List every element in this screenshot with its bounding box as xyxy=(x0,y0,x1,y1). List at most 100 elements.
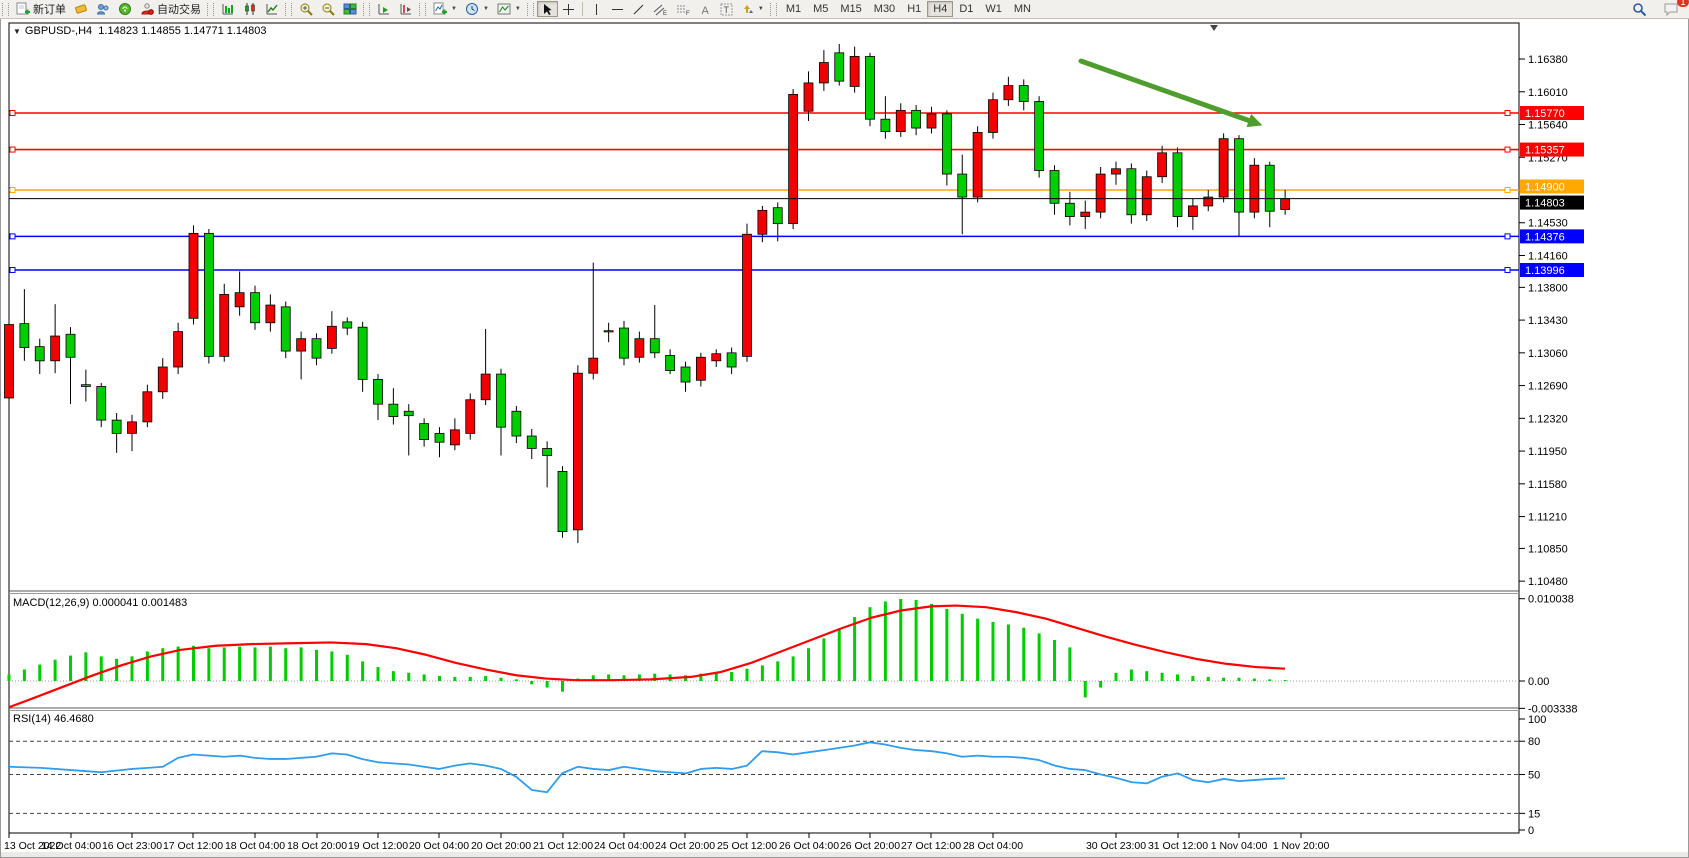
toolbar-grip[interactable] xyxy=(285,2,292,16)
templates-button[interactable]: ▼ xyxy=(493,1,525,17)
candle-body xyxy=(1126,168,1137,216)
zoom-in-button[interactable] xyxy=(295,1,317,17)
line-handle[interactable] xyxy=(9,187,16,193)
candle-body xyxy=(219,294,230,357)
trend-arrow[interactable] xyxy=(1078,58,1263,128)
line-handle[interactable] xyxy=(9,267,16,274)
arrows-button[interactable]: ▼ xyxy=(737,1,768,17)
rsi-line xyxy=(8,741,1286,794)
line-handle[interactable] xyxy=(1504,146,1511,153)
line-handle[interactable] xyxy=(1504,110,1511,117)
timeframe-button-h4[interactable]: H4 xyxy=(927,1,954,17)
candle-body xyxy=(788,94,799,225)
chart-shift-marker[interactable] xyxy=(1210,25,1218,31)
candle-body xyxy=(357,326,368,380)
timeframe-button-h1[interactable]: H1 xyxy=(901,1,927,17)
text-button[interactable]: A xyxy=(695,1,716,17)
price-axis[interactable]: 1.163801.160101.156401.152701.145301.141… xyxy=(1519,54,1584,837)
candle-body xyxy=(1234,138,1244,213)
line-handle[interactable] xyxy=(9,233,16,240)
vertical-line-button[interactable] xyxy=(586,1,607,17)
axis-tick-label: 1.14160 xyxy=(1528,250,1568,262)
line-chart-button[interactable] xyxy=(261,1,283,17)
candle-body xyxy=(542,448,553,456)
toolbar-grip[interactable] xyxy=(419,2,426,16)
axis-tick-label: 1.10850 xyxy=(1528,543,1568,555)
crosshair-icon xyxy=(562,3,574,15)
tile-windows-button[interactable] xyxy=(339,1,361,17)
candle-body xyxy=(1157,152,1168,178)
candle-body xyxy=(941,113,952,175)
new-order-label: 新订单 xyxy=(33,4,66,16)
candle-body xyxy=(50,335,61,362)
rsi-pane[interactable] xyxy=(8,740,1519,814)
profiles-button[interactable] xyxy=(92,1,114,17)
axis-tick-label: 1.13430 xyxy=(1528,315,1568,327)
candle-body xyxy=(834,52,845,82)
timeframe-button-w1[interactable]: W1 xyxy=(979,1,1008,17)
vertical-line-icon xyxy=(595,3,597,15)
candle-body xyxy=(173,331,184,368)
timeframe-button-m30[interactable]: M30 xyxy=(868,1,901,17)
auto-scroll-button[interactable] xyxy=(373,1,395,17)
fibonacci-button[interactable]: F xyxy=(672,1,695,17)
price-label-text: 1.15357 xyxy=(1525,145,1565,157)
candle-body xyxy=(957,173,968,198)
trendline-icon xyxy=(633,4,644,14)
candle-body xyxy=(1280,198,1291,210)
periods-button[interactable]: ▼ xyxy=(461,1,493,17)
trendline-button[interactable] xyxy=(628,1,649,17)
chart-symbol: GBPUSD-,H4 xyxy=(24,25,93,37)
crosshair-button[interactable] xyxy=(558,1,579,17)
line-handle[interactable] xyxy=(1504,233,1511,240)
time-axis-label: 24 Oct 20:00 xyxy=(655,840,715,852)
time-axis-label: 1 Nov 20:00 xyxy=(1273,840,1330,852)
signals-button[interactable] xyxy=(114,1,136,17)
cursor-button[interactable] xyxy=(536,1,558,17)
candle-body xyxy=(1172,152,1183,217)
bars-chart-button[interactable] xyxy=(217,1,239,17)
candle-body xyxy=(711,353,722,362)
candle-body xyxy=(772,207,783,225)
search-button[interactable] xyxy=(1628,1,1651,17)
new-chart-button[interactable] xyxy=(70,1,92,17)
autotrading-button[interactable]: 自动交易 xyxy=(136,1,205,17)
candlestick-chart-button[interactable] xyxy=(239,1,261,17)
chart-title: ▼ GBPUSD-,H4 1.14823 1.14855 1.14771 1.14… xyxy=(13,25,267,37)
axis-tick-label: 1.16380 xyxy=(1528,54,1568,66)
time-axis-label: 27 Oct 12:00 xyxy=(901,840,961,852)
axis-tick-label: 1.10480 xyxy=(1528,576,1568,588)
indicators-button[interactable]: ▼ xyxy=(429,1,461,17)
line-handle[interactable] xyxy=(1504,267,1511,274)
candles-layer[interactable] xyxy=(4,43,1291,544)
timeframe-button-mn[interactable]: MN xyxy=(1008,1,1037,17)
candle-body xyxy=(326,325,337,349)
macd-pane[interactable] xyxy=(7,599,1519,709)
indicators-icon xyxy=(433,2,447,15)
toolbar-grip[interactable] xyxy=(769,2,777,16)
timeframe-button-m5[interactable]: M5 xyxy=(807,1,834,17)
line-handle[interactable] xyxy=(1504,187,1511,193)
new-order-icon xyxy=(16,2,30,15)
symbol-dropdown-icon[interactable]: ▼ xyxy=(13,27,21,36)
time-axis-label: 30 Oct 23:00 xyxy=(1086,840,1146,852)
toolbar-grip[interactable] xyxy=(363,2,370,16)
chart-shift-button[interactable] xyxy=(395,1,417,17)
line-handle[interactable] xyxy=(9,110,16,117)
horizontal-line-button[interactable] xyxy=(607,1,628,17)
text-label-button[interactable]: T xyxy=(716,1,737,17)
line-chart-icon xyxy=(266,4,278,15)
toolbar-grip[interactable] xyxy=(2,2,9,16)
timeframe-button-d1[interactable]: D1 xyxy=(953,1,979,17)
line-handle[interactable] xyxy=(9,146,16,153)
price-chart-canvas[interactable]: 1.163801.160101.156401.152701.145301.141… xyxy=(1,19,1688,857)
new-order-button[interactable]: 新订单 xyxy=(12,1,70,17)
toolbar-grip[interactable] xyxy=(207,2,214,16)
toolbar-grip[interactable] xyxy=(526,2,534,16)
zoom-out-button[interactable] xyxy=(317,1,339,17)
timeframe-button-m1[interactable]: M1 xyxy=(780,1,807,17)
equidistant-channel-button[interactable]: E xyxy=(649,1,672,17)
timeframe-button-m15[interactable]: M15 xyxy=(834,1,867,17)
candle-body xyxy=(1003,85,1014,101)
